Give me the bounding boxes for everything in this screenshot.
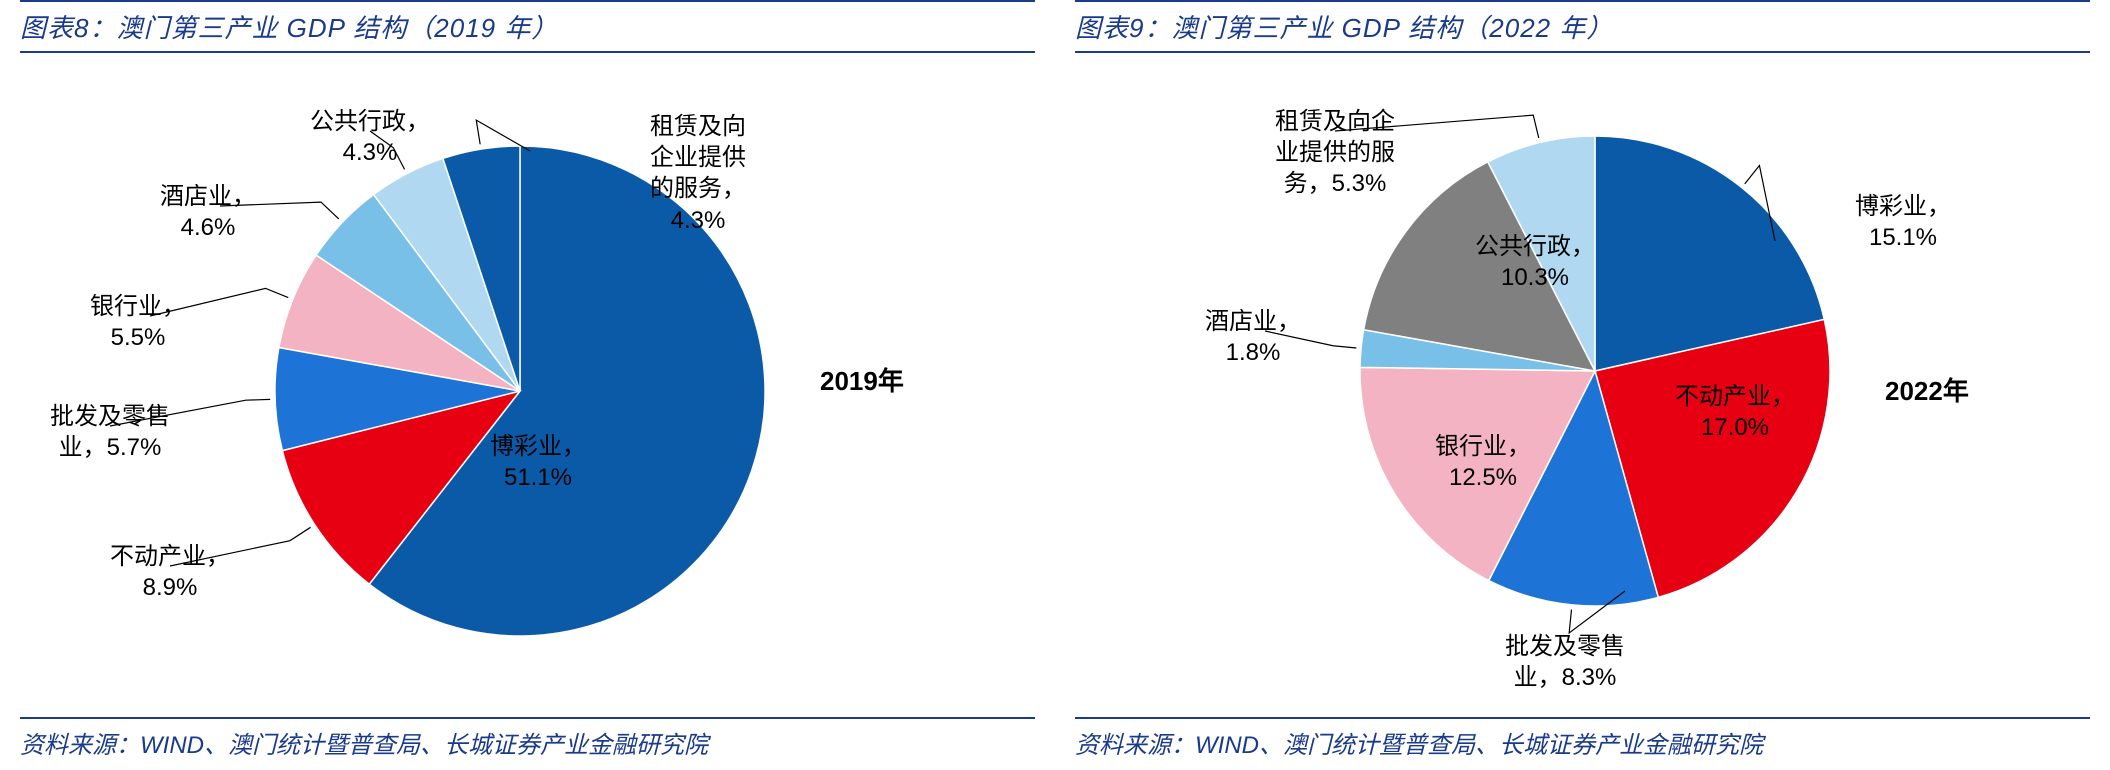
slice-label: 酒店业， 4.6% [160, 181, 256, 243]
chart-panel-2019: 图表8：澳门第三产业 GDP 结构（2019 年） 2019年 博彩业， 51.… [0, 0, 1055, 770]
slice-label: 酒店业， 1.8% [1205, 306, 1301, 368]
chart-title: 图表8：澳门第三产业 GDP 结构（2019 年） [20, 8, 1035, 45]
slice-label: 公共行政， 10.3% [1475, 231, 1595, 293]
source-text: 资料来源：WIND、澳门统计暨普查局、长城证券产业金融研究院 [20, 725, 1035, 760]
slice-label: 公共行政， 4.3% [310, 106, 430, 168]
slice-label: 不动产业， 17.0% [1675, 381, 1795, 443]
source-text: 资料来源：WIND、澳门统计暨普查局、长城证券产业金融研究院 [1075, 725, 2090, 760]
slice-label: 不动产业， 8.9% [110, 541, 230, 603]
year-label-2022: 2022年 [1885, 371, 1969, 408]
title-bar: 图表9：澳门第三产业 GDP 结构（2022 年） [1075, 0, 2090, 53]
slice-label: 批发及零售 业，5.7% [50, 401, 170, 463]
source-bar: 资料来源：WIND、澳门统计暨普查局、长城证券产业金融研究院 [20, 717, 1035, 760]
slice-label: 银行业， 5.5% [90, 291, 186, 353]
chart-area-2019: 2019年 博彩业， 51.1% 不动产业， 8.9% 批发及零售 业，5.7% 银行… [20, 61, 1035, 701]
slice-label: 批发及零售 业，8.3% [1505, 631, 1625, 693]
slice-label: 租赁及向企 业提供的服 务，5.3% [1275, 106, 1395, 200]
year-label-2019: 2019年 [820, 361, 904, 398]
chart-panel-2022: 图表9：澳门第三产业 GDP 结构（2022 年） 2022年 博彩业， 15.… [1055, 0, 2110, 770]
source-bar: 资料来源：WIND、澳门统计暨普查局、长城证券产业金融研究院 [1075, 717, 2090, 760]
slice-label: 博彩业， 15.1% [1855, 191, 1951, 253]
chart-area-2022: 2022年 博彩业， 15.1% 不动产业， 17.0% 批发及零售 业，8.3% 银… [1075, 61, 2090, 701]
title-bar: 图表8：澳门第三产业 GDP 结构（2019 年） [20, 0, 1035, 53]
slice-label: 银行业， 12.5% [1435, 431, 1531, 493]
chart-title: 图表9：澳门第三产业 GDP 结构（2022 年） [1075, 8, 2090, 45]
slice-label: 租赁及向 企业提供 的服务， 4.3% [650, 111, 746, 236]
slice-label: 博彩业， 51.1% [490, 431, 586, 493]
